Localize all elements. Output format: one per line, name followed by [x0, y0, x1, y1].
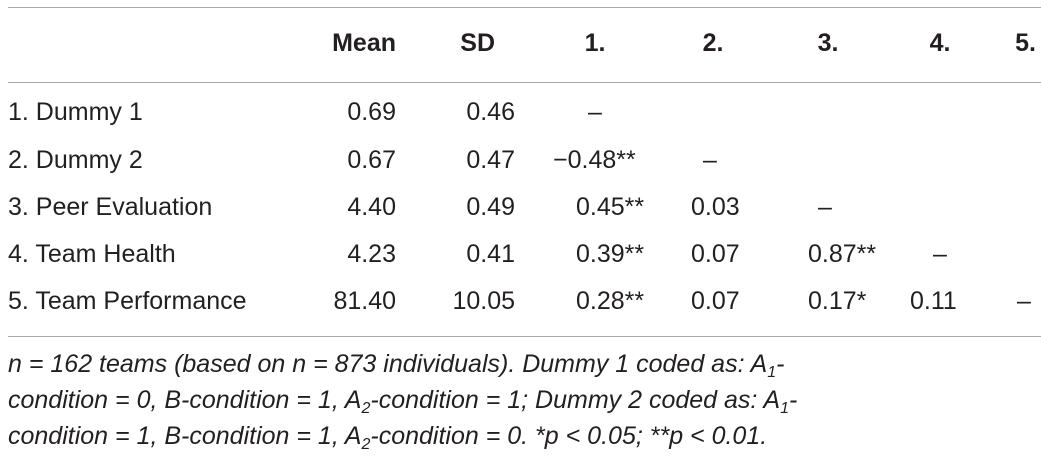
row-label: 1. Dummy 1	[8, 98, 143, 126]
cell-sd: 0.47	[466, 146, 515, 174]
cell-corr-1: 0.45**	[576, 193, 645, 221]
header-col-5: 5.	[1015, 29, 1036, 57]
table-note-line-2: condition = 0, B-condition = 1, A2-condi…	[8, 383, 1038, 418]
cell-corr-2: 0.07	[691, 287, 740, 315]
cell-corr-2: –	[703, 146, 717, 174]
cell-mean: 81.40	[333, 287, 396, 315]
cell-mean: 0.67	[347, 146, 396, 174]
header-bottom-rule	[8, 82, 1041, 83]
header-mean: Mean	[332, 29, 396, 57]
row-label: 2. Dummy 2	[8, 146, 143, 174]
cell-sd: 10.05	[452, 287, 515, 315]
table-top-rule	[8, 7, 1041, 8]
note-subscript: 1	[767, 364, 777, 381]
table-note-line-1: n = 162 teams (based on n = 873 individu…	[8, 347, 1038, 382]
note-text: -condition = 1; Dummy 2 coded as: A	[370, 386, 781, 414]
note-text: n = 162 teams (based on n = 873 individu…	[8, 350, 768, 378]
row-label: 3. Peer Evaluation	[8, 193, 213, 221]
table-note-line-3: condition = 1, B-condition = 1, A2-condi…	[8, 419, 1038, 454]
cell-sd: 0.46	[466, 98, 515, 126]
cell-mean: 4.23	[347, 240, 396, 268]
cell-mean: 4.40	[347, 193, 396, 221]
cell-corr-4: 0.11	[910, 287, 957, 315]
note-text: -	[776, 350, 785, 378]
note-subscript: 2	[361, 400, 371, 417]
header-col-2: 2.	[702, 29, 724, 57]
cell-corr-1: 0.28**	[576, 287, 645, 315]
note-text: -condition = 0. *p < 0.05; **p < 0.01.	[370, 422, 768, 450]
header-col-3: 3.	[817, 29, 839, 57]
header-col-4: 4.	[929, 29, 951, 57]
header-col-1: 1.	[584, 29, 606, 57]
note-text: condition = 1, B-condition = 1, A	[8, 422, 362, 450]
cell-corr-2: 0.03	[691, 193, 740, 221]
note-subscript: 1	[780, 400, 789, 417]
cell-corr-1: 0.39**	[576, 240, 645, 268]
cell-corr-4: –	[933, 240, 947, 268]
header-sd: SD	[460, 29, 495, 57]
cell-corr-3: –	[818, 193, 832, 221]
note-subscript: 2	[361, 436, 371, 453]
cell-corr-1: –	[588, 98, 602, 126]
cell-mean: 0.69	[347, 98, 396, 126]
cell-corr-5: –	[1017, 287, 1031, 315]
cell-corr-2: 0.07	[691, 240, 740, 268]
cell-corr-3: 0.17*	[808, 287, 867, 315]
cell-corr-1: −0.48**	[553, 146, 636, 174]
row-label: 5. Team Performance	[8, 287, 247, 315]
note-text: -	[788, 386, 798, 414]
note-text: condition = 0, B-condition = 1, A	[8, 386, 362, 414]
cell-corr-3: 0.87**	[808, 240, 877, 268]
table-bottom-rule	[8, 336, 1041, 337]
row-label: 4. Team Health	[8, 240, 176, 268]
cell-sd: 0.49	[466, 193, 515, 221]
cell-sd: 0.41	[466, 240, 515, 268]
